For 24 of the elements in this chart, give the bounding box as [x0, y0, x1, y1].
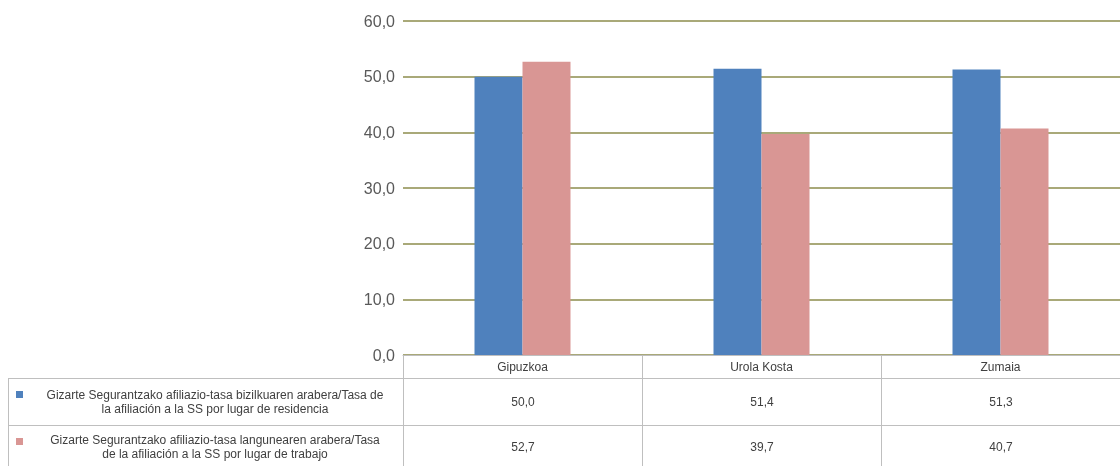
x-tick-label: Zumaia	[980, 360, 1021, 374]
bar	[522, 61, 571, 355]
data-label: 39,7	[642, 425, 882, 466]
legend-label: Gizarte Segurantzako afiliazio-tasa bizilkuaren arabera/Tasa de la afiliación a la SS por lugar de residencia	[45, 388, 385, 416]
bar	[761, 134, 810, 355]
data-label: 50,0	[403, 378, 643, 426]
y-tick-label: 50,0	[363, 68, 396, 86]
bar	[474, 76, 523, 355]
bar	[1000, 128, 1049, 355]
bar	[952, 69, 1001, 355]
data-label: 52,7	[403, 425, 643, 466]
y-tick-label: 60,0	[363, 12, 396, 30]
y-tick-label: 10,0	[363, 290, 396, 308]
data-label: 51,4	[642, 378, 882, 426]
bar	[713, 68, 762, 355]
y-tick-label: 0,0	[372, 346, 396, 364]
y-tick-label: 20,0	[363, 235, 396, 253]
y-tick-label: 30,0	[363, 179, 396, 197]
x-tick-label: Gipuzkoa	[497, 360, 549, 374]
data-label: 51,3	[881, 378, 1120, 426]
y-tick-label: 40,0	[363, 123, 396, 141]
x-tick-label: Urola Kosta	[730, 360, 794, 374]
legend-label: Gizarte Segurantzako afiliazio-tasa langunearen arabera/Tasa de la afiliación a la SS por lugar de trabajo	[49, 433, 381, 461]
data-label: 40,7	[881, 425, 1120, 466]
